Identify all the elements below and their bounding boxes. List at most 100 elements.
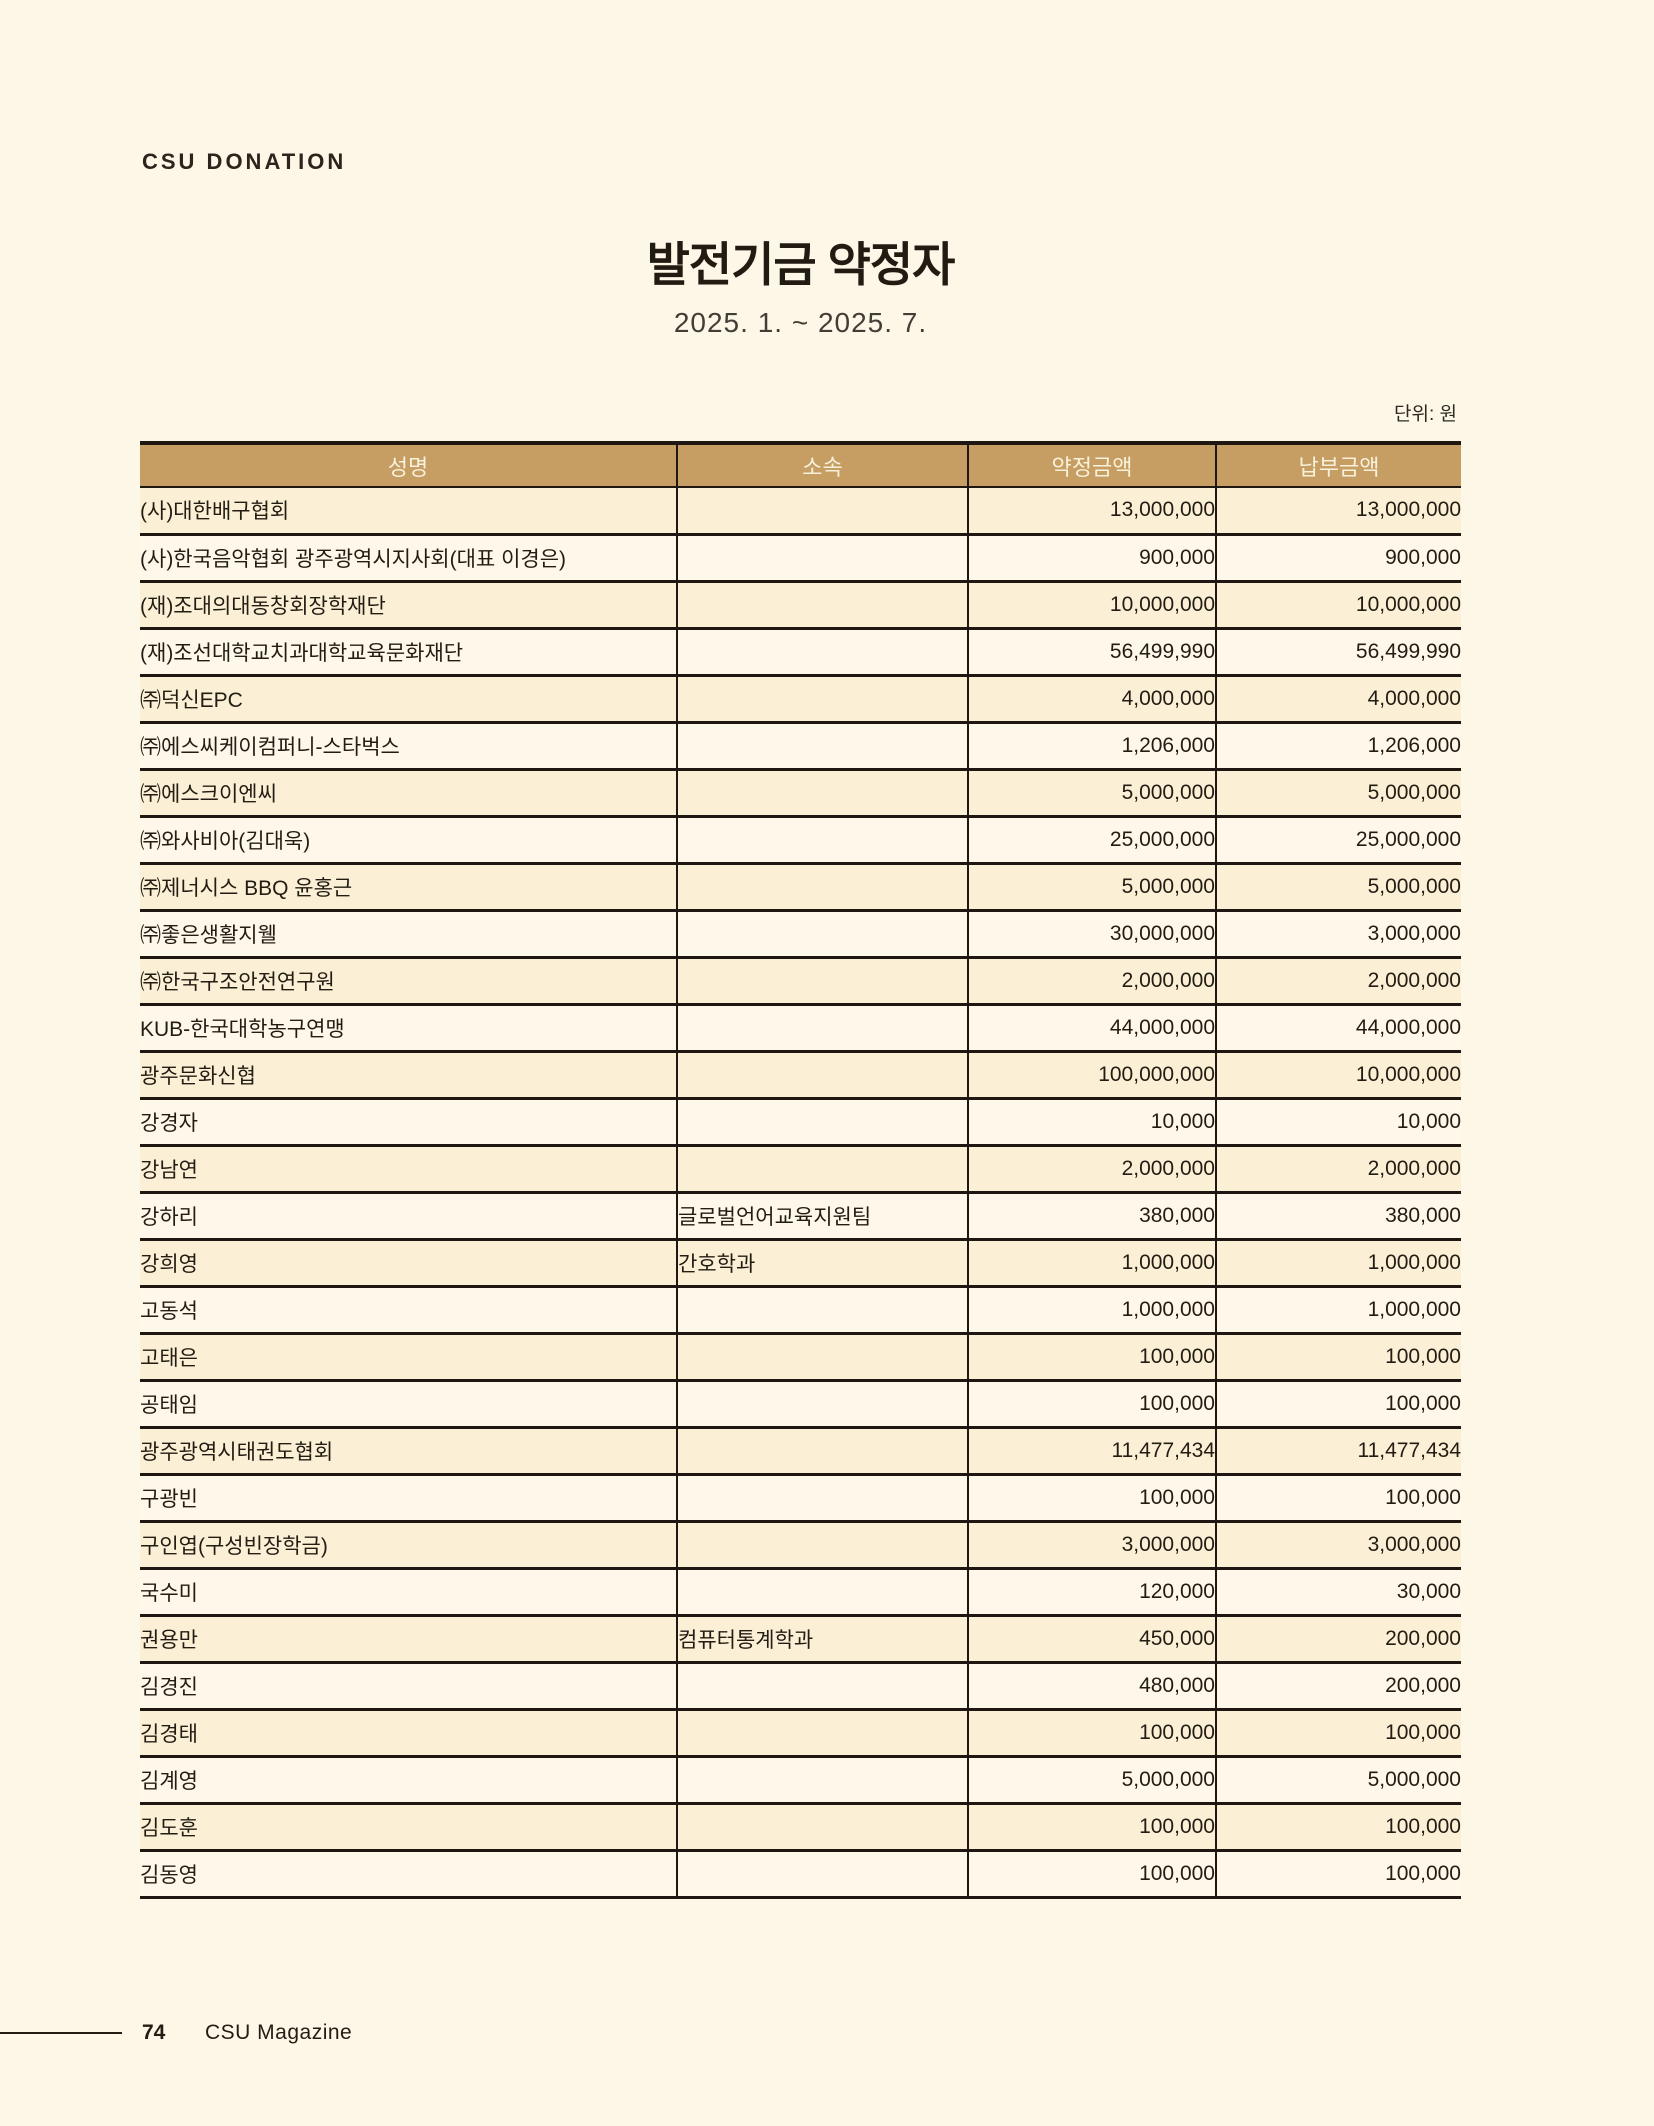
- donor-name-cell: 광주광역시태권도협회: [140, 1440, 334, 1464]
- pledged-amount-cell: 56,499,990: [967, 628, 1216, 675]
- affiliation-cell: 간호학과: [676, 1239, 968, 1286]
- pledged-amount-cell: 1,000,000: [967, 1286, 1216, 1333]
- donation-table: 성명 소속 약정금액 납부금액 (사)대한배구협회 13,000,000 13,00…: [140, 441, 1461, 1899]
- table-row: (사)대한배구협회 13,000,000 13,000,000: [140, 487, 1461, 534]
- table-row: ㈜에스씨케이컴퍼니-스타벅스 1,206,000 1,206,000: [140, 722, 1461, 769]
- affiliation-cell: [676, 581, 968, 628]
- column-header-paid-amount: 납부금액: [1215, 443, 1461, 487]
- paid-amount-cell: 380,000: [1215, 1192, 1461, 1239]
- paid-amount-cell: 1,206,000: [1215, 722, 1461, 769]
- paid-amount-cell: 200,000: [1215, 1662, 1461, 1709]
- affiliation-cell: [676, 910, 968, 957]
- pledged-amount-cell: 380,000: [967, 1192, 1216, 1239]
- pledged-amount-cell: 4,000,000: [967, 675, 1216, 722]
- pledged-amount-cell: 10,000: [967, 1098, 1216, 1145]
- paid-amount-cell: 1,000,000: [1215, 1286, 1461, 1333]
- affiliation-cell: [676, 487, 968, 534]
- pledged-amount-cell: 44,000,000: [967, 1004, 1216, 1051]
- donor-name-cell: 강경자: [140, 1111, 198, 1135]
- donor-name-cell: 국수미: [140, 1581, 198, 1605]
- donor-name-cell: ㈜덕신EPC: [140, 688, 243, 712]
- pledged-amount-cell: 13,000,000: [967, 487, 1216, 534]
- donor-name-cell: 김도훈: [140, 1816, 198, 1840]
- table-row: 광주문화신협 100,000,000 10,000,000: [140, 1051, 1461, 1098]
- donor-name-cell: ㈜제너시스 BBQ 윤홍근: [140, 876, 353, 900]
- pledged-amount-cell: 1,206,000: [967, 722, 1216, 769]
- pledged-amount-cell: 3,000,000: [967, 1521, 1216, 1568]
- table-row: 강하리 글로벌언어교육지원팀 380,000 380,000: [140, 1192, 1461, 1239]
- affiliation-cell: [676, 1803, 968, 1850]
- table-row: 국수미 120,000 30,000: [140, 1568, 1461, 1615]
- pledged-amount-cell: 10,000,000: [967, 581, 1216, 628]
- donor-name-cell: ㈜좋은생활지웰: [140, 923, 277, 947]
- donor-name-cell: 강희영: [140, 1252, 198, 1276]
- table-row: ㈜와사비아(김대욱) 25,000,000 25,000,000: [140, 816, 1461, 863]
- donor-name-cell: ㈜와사비아(김대욱): [140, 829, 311, 853]
- table-row: (재)조대의대동창회장학재단 10,000,000 10,000,000: [140, 581, 1461, 628]
- affiliation-cell: [676, 1568, 968, 1615]
- donor-name-cell: ㈜에스크이엔씨: [140, 782, 277, 806]
- affiliation-cell: 글로벌언어교육지원팀: [676, 1192, 968, 1239]
- table-row: ㈜좋은생활지웰 30,000,000 3,000,000: [140, 910, 1461, 957]
- pledged-amount-cell: 5,000,000: [967, 863, 1216, 910]
- paid-amount-cell: 100,000: [1215, 1380, 1461, 1427]
- page-title: 발전기금 약정자: [646, 238, 956, 291]
- pledged-amount-cell: 120,000: [967, 1568, 1216, 1615]
- pledged-amount-cell: 11,477,434: [967, 1427, 1216, 1474]
- affiliation-cell: [676, 628, 968, 675]
- pledged-amount-cell: 100,000: [967, 1333, 1216, 1380]
- affiliation-cell: [676, 1756, 968, 1803]
- donor-name-cell: 김경진: [140, 1675, 198, 1699]
- paid-amount-cell: 4,000,000: [1215, 675, 1461, 722]
- pledged-amount-cell: 900,000: [967, 534, 1216, 581]
- pledged-amount-cell: 25,000,000: [967, 816, 1216, 863]
- affiliation-cell: [676, 1380, 968, 1427]
- paid-amount-cell: 3,000,000: [1215, 1521, 1461, 1568]
- donor-name-cell: 강하리: [140, 1205, 198, 1229]
- paid-amount-cell: 5,000,000: [1215, 1756, 1461, 1803]
- table-row: ㈜제너시스 BBQ 윤홍근 5,000,000 5,000,000: [140, 863, 1461, 910]
- pledged-amount-cell: 100,000: [967, 1474, 1216, 1521]
- donor-name-cell: 광주문화신협: [140, 1064, 256, 1088]
- table-row: KUB-한국대학농구연맹 44,000,000 44,000,000: [140, 1004, 1461, 1051]
- pledged-amount-cell: 1,000,000: [967, 1239, 1216, 1286]
- affiliation-cell: [676, 1145, 968, 1192]
- paid-amount-cell: 30,000: [1215, 1568, 1461, 1615]
- table-row: 김경진 480,000 200,000: [140, 1662, 1461, 1709]
- donation-table-body: (사)대한배구협회 13,000,000 13,000,000 (사)한국음악협회 광…: [140, 487, 1461, 1897]
- pledged-amount-cell: 5,000,000: [967, 769, 1216, 816]
- table-row: 광주광역시태권도협회 11,477,434 11,477,434: [140, 1427, 1461, 1474]
- donor-name-cell: 권용만: [140, 1628, 198, 1652]
- pledged-amount-cell: 100,000: [967, 1803, 1216, 1850]
- affiliation-cell: [676, 1098, 968, 1145]
- table-row: 고태은 100,000 100,000: [140, 1333, 1461, 1380]
- paid-amount-cell: 5,000,000: [1215, 863, 1461, 910]
- paid-amount-cell: 1,000,000: [1215, 1239, 1461, 1286]
- table-row: 김동영 100,000 100,000: [140, 1850, 1461, 1897]
- pledged-amount-cell: 100,000: [967, 1709, 1216, 1756]
- paid-amount-cell: 100,000: [1215, 1709, 1461, 1756]
- paid-amount-cell: 11,477,434: [1215, 1427, 1461, 1474]
- paid-amount-cell: 5,000,000: [1215, 769, 1461, 816]
- donor-name-cell: 고동석: [140, 1299, 198, 1323]
- header-row: 성명 소속 약정금액 납부금액: [140, 443, 1461, 487]
- table-row: 강희영 간호학과 1,000,000 1,000,000: [140, 1239, 1461, 1286]
- table-row: 김도훈 100,000 100,000: [140, 1803, 1461, 1850]
- paid-amount-cell: 10,000,000: [1215, 1051, 1461, 1098]
- donor-name-cell: 고태은: [140, 1346, 198, 1370]
- donor-name-cell: 김경태: [140, 1722, 198, 1746]
- donor-name-cell: ㈜한국구조안전연구원: [140, 970, 335, 994]
- donor-name-cell: 구인엽(구성빈장학금): [140, 1534, 328, 1558]
- paid-amount-cell: 10,000: [1215, 1098, 1461, 1145]
- pledged-amount-cell: 5,000,000: [967, 1756, 1216, 1803]
- affiliation-cell: [676, 1474, 968, 1521]
- report-period: 2025. 1. ~ 2025. 7.: [673, 307, 928, 338]
- paid-amount-cell: 3,000,000: [1215, 910, 1461, 957]
- table-row: 구인엽(구성빈장학금) 3,000,000 3,000,000: [140, 1521, 1461, 1568]
- table-row: 강경자 10,000 10,000: [140, 1098, 1461, 1145]
- affiliation-cell: [676, 1333, 968, 1380]
- donor-name-cell: (사)한국음악협회 광주광역시지사회(대표 이경은): [140, 547, 567, 571]
- pledged-amount-cell: 100,000: [967, 1850, 1216, 1897]
- paid-amount-cell: 200,000: [1215, 1615, 1461, 1662]
